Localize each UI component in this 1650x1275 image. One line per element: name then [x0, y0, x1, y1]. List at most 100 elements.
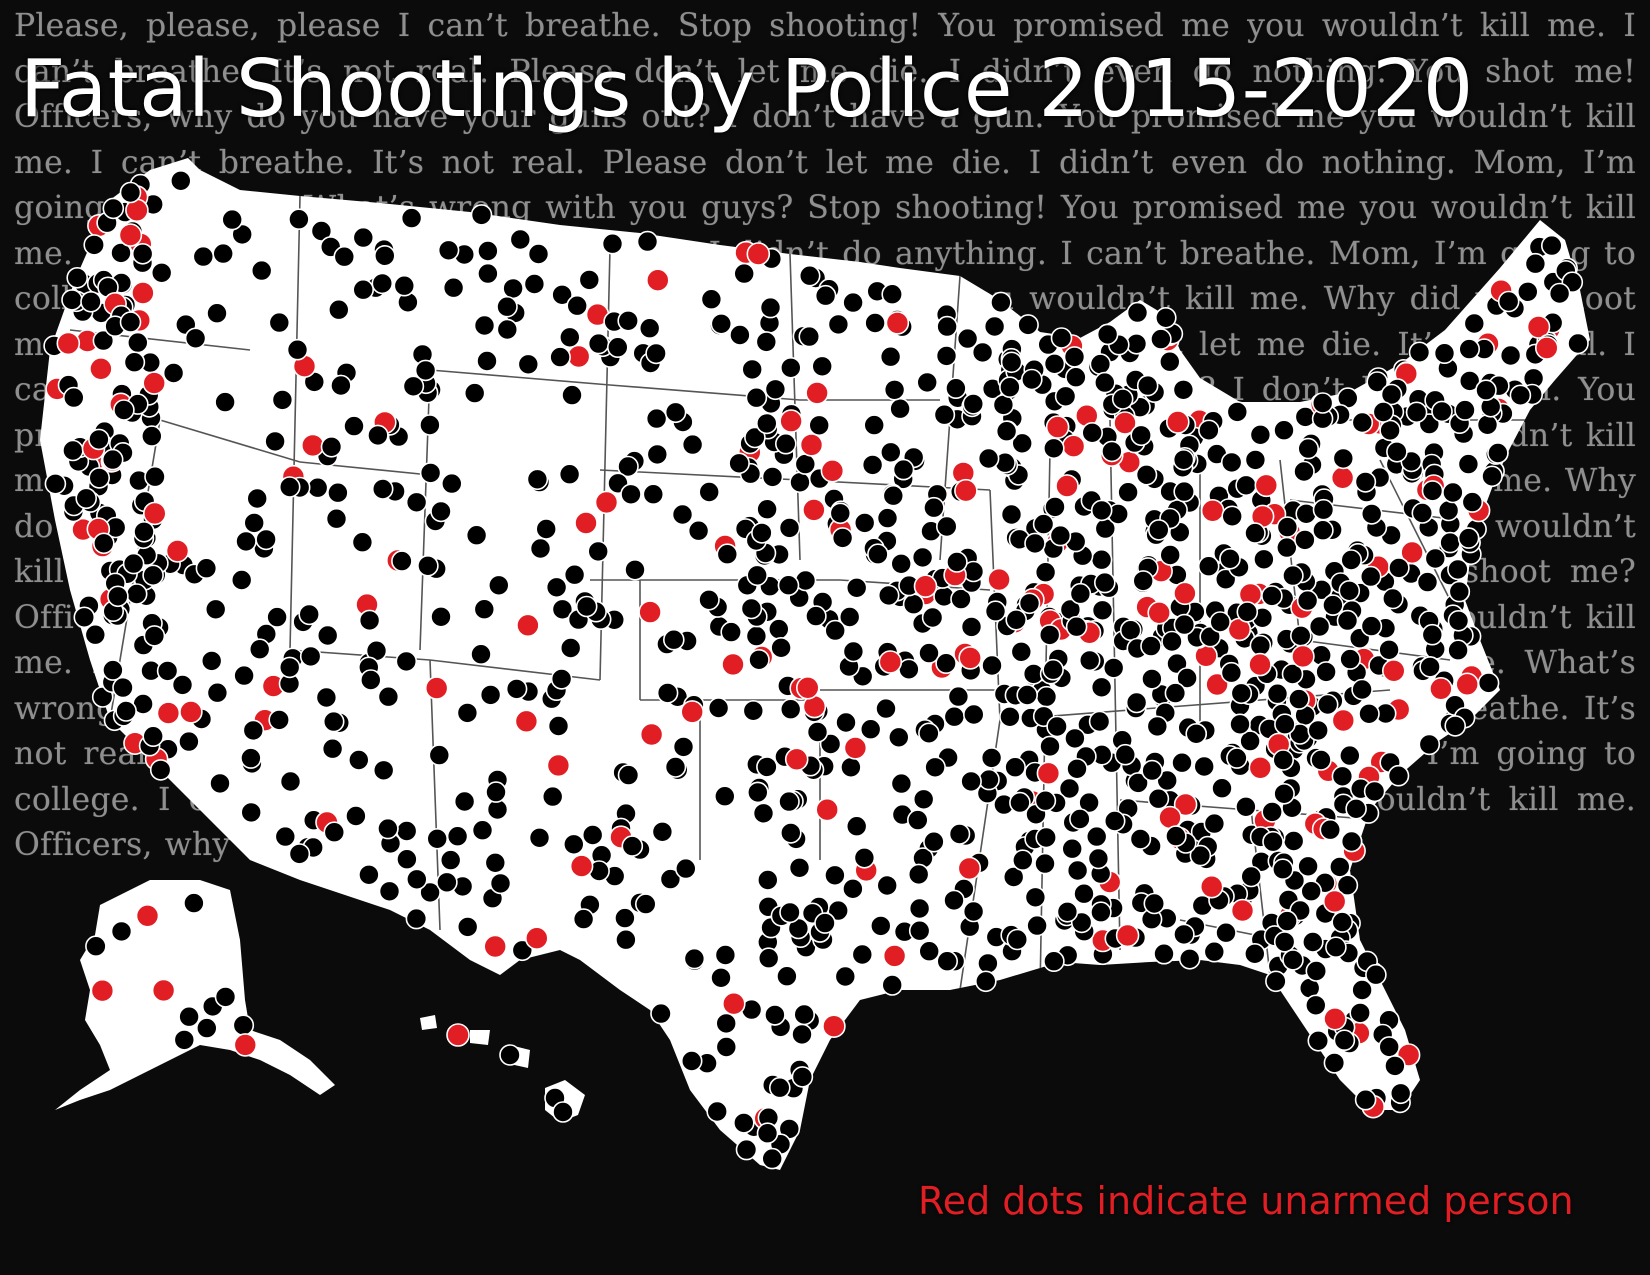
incident-dot: [310, 220, 333, 242]
incident-dot: [889, 397, 911, 420]
incident-dot: [788, 856, 811, 879]
incident-dot: [1221, 505, 1243, 528]
incident-dot: [755, 412, 778, 435]
incident-dot: [1378, 1036, 1400, 1058]
incident-dot: [876, 874, 899, 897]
incident-dot: [1211, 777, 1233, 800]
incident-dot: [1349, 1002, 1371, 1024]
incident-dot: [798, 325, 821, 348]
incident-dot: [715, 1036, 738, 1058]
incident-dot: [347, 749, 370, 771]
incident-dot: [683, 947, 706, 970]
incident-dot: [1261, 585, 1283, 607]
incident-dot: [1043, 950, 1065, 973]
incident-dot-unarmed: [1455, 672, 1479, 697]
incident-dot: [85, 935, 107, 958]
incident-dot: [1458, 370, 1481, 392]
incident-dot: [923, 830, 945, 853]
incident-dot: [184, 327, 207, 350]
incident-dot: [200, 650, 223, 672]
incident-dot: [1305, 960, 1328, 982]
incident-dot: [681, 433, 704, 456]
incident-dot: [162, 362, 185, 384]
incident-dot-unarmed: [843, 736, 868, 760]
incident-dot: [1176, 667, 1198, 689]
incident-dot: [778, 790, 800, 813]
incident-dot: [999, 705, 1021, 728]
incident-dot: [1199, 625, 1221, 648]
incident-dot: [1336, 609, 1359, 632]
incident-dot: [999, 376, 1021, 399]
incident-dot: [620, 483, 642, 506]
incident-dot: [1090, 901, 1112, 924]
incident-dot: [206, 302, 228, 325]
incident-dot-unarmed: [1158, 805, 1182, 830]
incident-dot: [456, 916, 479, 938]
incident-dot: [235, 530, 257, 553]
incident-dot: [1331, 911, 1353, 933]
incident-dot: [672, 736, 695, 758]
incident-dot: [529, 537, 552, 560]
incident-dot: [1132, 570, 1154, 592]
incident-dot: [1054, 385, 1077, 408]
incident-dot: [233, 664, 255, 687]
incident-dot: [829, 502, 852, 525]
incident-dot-unarmed: [639, 722, 664, 747]
incident-dot-unarmed: [885, 311, 910, 335]
incident-dot: [1226, 401, 1249, 423]
incident-dot: [636, 230, 659, 253]
incident-dot: [102, 659, 124, 681]
incident-dot: [761, 466, 784, 488]
incident-dot: [1351, 979, 1373, 1001]
incident-dot: [476, 350, 498, 372]
incident-dot: [617, 455, 639, 478]
incident-dot: [956, 327, 979, 350]
incident-dot: [496, 295, 518, 318]
incident-dot: [748, 648, 770, 671]
incident-dot: [1127, 772, 1149, 794]
incident-dot: [268, 709, 291, 731]
incident-dot: [1497, 290, 1520, 313]
incident-dot: [947, 685, 970, 708]
incident-dot: [477, 262, 499, 285]
incident-dot: [373, 245, 396, 267]
incident-dot: [1034, 852, 1056, 875]
incident-dot: [1035, 826, 1057, 849]
incident-dot: [700, 288, 723, 311]
incident-dot: [274, 825, 297, 848]
incident-dot: [526, 468, 549, 491]
incident-dot: [1389, 1082, 1412, 1105]
incident-dot: [400, 207, 423, 229]
incident-dot: [44, 472, 67, 495]
incident-dot: [1165, 825, 1187, 847]
incident-dot: [113, 399, 135, 421]
incident-dot: [879, 345, 902, 368]
incident-dot-unarmed: [1230, 898, 1255, 923]
incident-dot: [732, 1112, 755, 1134]
incident-dot: [642, 483, 665, 506]
incident-dot: [566, 294, 589, 317]
incident-dot: [1329, 856, 1351, 878]
incident-dot: [977, 447, 1000, 470]
incident-dot-unarmed: [546, 753, 571, 778]
incident-dot: [378, 880, 401, 903]
incident-dot-unarmed: [958, 646, 983, 670]
incident-dot: [1009, 791, 1031, 814]
incident-dot: [1239, 730, 1261, 752]
incident-dot: [924, 756, 946, 779]
incident-dot: [125, 583, 148, 605]
incident-dot: [981, 654, 1003, 677]
incident-dot: [1043, 437, 1065, 460]
incident-dot: [1276, 516, 1299, 538]
incident-dot: [428, 744, 451, 766]
incident-dot: [320, 435, 343, 458]
incident-dot: [142, 725, 164, 748]
incident-dot: [1056, 900, 1079, 923]
incident-dot: [575, 595, 598, 618]
incident-dot: [1005, 608, 1028, 631]
incident-dot: [144, 465, 166, 488]
incident-dot: [1085, 825, 1108, 848]
incident-dot: [962, 900, 985, 923]
incident-dot: [316, 624, 339, 647]
incident-dot: [1509, 384, 1532, 407]
